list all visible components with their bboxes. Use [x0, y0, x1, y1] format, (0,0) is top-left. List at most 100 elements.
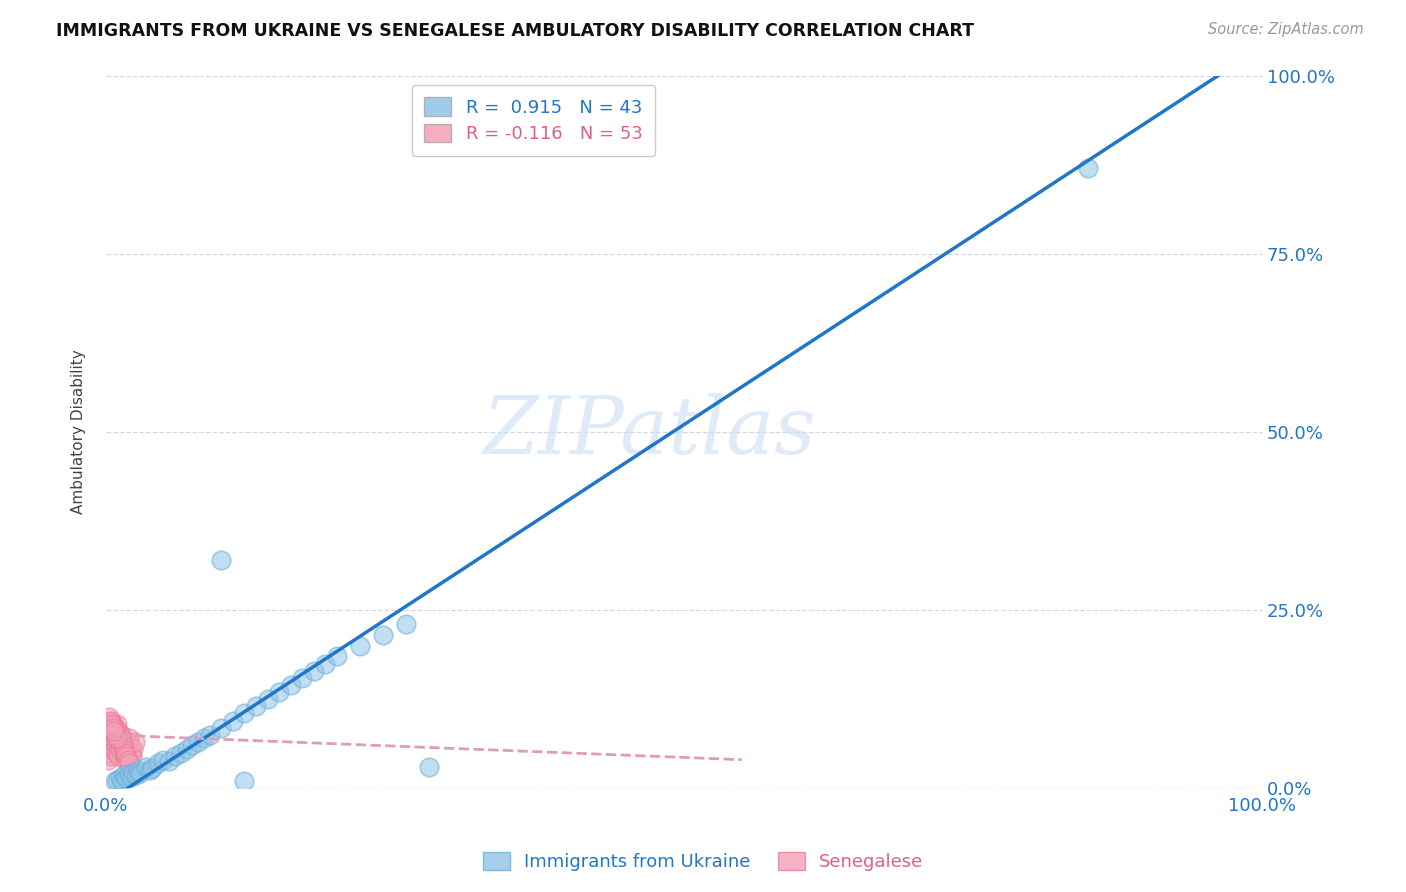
Point: [105, 772, 128, 787]
Point: [98, 714, 121, 728]
Point: [117, 753, 139, 767]
Point: [104, 774, 127, 789]
Point: [118, 756, 141, 771]
Point: [105, 728, 128, 742]
Point: [269, 685, 291, 699]
Point: [121, 749, 143, 764]
Point: [100, 721, 122, 735]
Point: [105, 721, 128, 735]
Point: [98, 739, 121, 753]
Point: [125, 768, 148, 782]
Point: [105, 717, 128, 731]
Point: [111, 774, 134, 789]
Point: [110, 735, 132, 749]
Point: [111, 728, 134, 742]
Point: [101, 717, 124, 731]
Point: [373, 628, 395, 642]
Point: [209, 721, 232, 735]
Point: [129, 765, 152, 780]
Text: Source: ZipAtlas.com: Source: ZipAtlas.com: [1208, 22, 1364, 37]
Point: [120, 746, 142, 760]
Point: [112, 739, 135, 753]
Point: [302, 664, 325, 678]
Point: [122, 765, 145, 780]
Point: [418, 760, 440, 774]
Point: [104, 731, 127, 746]
Point: [118, 739, 141, 753]
Point: [222, 714, 245, 728]
Point: [122, 742, 145, 756]
Point: [118, 731, 141, 746]
Point: [108, 728, 131, 742]
Point: [117, 735, 139, 749]
Point: [97, 753, 120, 767]
Point: [124, 735, 146, 749]
Point: [108, 742, 131, 756]
Point: [105, 739, 128, 753]
Point: [115, 771, 138, 785]
Point: [280, 678, 302, 692]
Point: [110, 731, 132, 746]
Point: [114, 753, 136, 767]
Point: [101, 717, 124, 731]
Point: [101, 742, 124, 756]
Point: [100, 714, 122, 728]
Point: [141, 761, 163, 775]
Point: [105, 746, 128, 760]
Point: [100, 749, 122, 764]
Point: [256, 692, 278, 706]
Point: [146, 756, 169, 771]
Point: [112, 768, 135, 782]
Y-axis label: Ambulatory Disability: Ambulatory Disability: [72, 350, 86, 515]
Point: [112, 746, 135, 760]
Text: IMMIGRANTS FROM UKRAINE VS SENEGALESE AMBULATORY DISABILITY CORRELATION CHART: IMMIGRANTS FROM UKRAINE VS SENEGALESE AM…: [56, 22, 974, 40]
Point: [107, 724, 129, 739]
Point: [103, 724, 125, 739]
Point: [114, 746, 136, 760]
Point: [101, 721, 124, 735]
Legend: R =  0.915   N = 43, R = -0.116   N = 53: R = 0.915 N = 43, R = -0.116 N = 53: [412, 85, 655, 156]
Point: [314, 657, 336, 671]
Point: [118, 767, 141, 781]
Point: [127, 764, 149, 778]
Text: ZIPatlas: ZIPatlas: [482, 393, 815, 471]
Point: [233, 774, 256, 789]
Point: [111, 735, 134, 749]
Point: [98, 710, 121, 724]
Point: [104, 724, 127, 739]
Point: [107, 749, 129, 764]
Point: [103, 735, 125, 749]
Point: [105, 731, 128, 746]
Point: [209, 553, 232, 567]
Point: [112, 739, 135, 753]
Point: [98, 724, 121, 739]
Point: [1077, 161, 1099, 176]
Point: [165, 749, 187, 764]
Point: [112, 742, 135, 756]
Point: [98, 728, 121, 742]
Point: [98, 746, 121, 760]
Point: [245, 699, 267, 714]
Point: [108, 771, 131, 785]
Point: [152, 753, 174, 767]
Point: [100, 717, 122, 731]
Legend: Immigrants from Ukraine, Senegalese: Immigrants from Ukraine, Senegalese: [475, 845, 931, 879]
Point: [103, 721, 125, 735]
Point: [181, 739, 204, 753]
Point: [291, 671, 314, 685]
Point: [233, 706, 256, 721]
Point: [138, 763, 160, 777]
Point: [157, 754, 180, 768]
Point: [198, 728, 221, 742]
Point: [193, 731, 215, 746]
Point: [120, 770, 142, 784]
Point: [187, 735, 209, 749]
Point: [176, 742, 198, 756]
Point: [170, 746, 193, 760]
Point: [135, 760, 157, 774]
Point: [103, 724, 125, 739]
Point: [104, 728, 127, 742]
Point: [395, 617, 418, 632]
Point: [349, 639, 371, 653]
Point: [115, 742, 138, 756]
